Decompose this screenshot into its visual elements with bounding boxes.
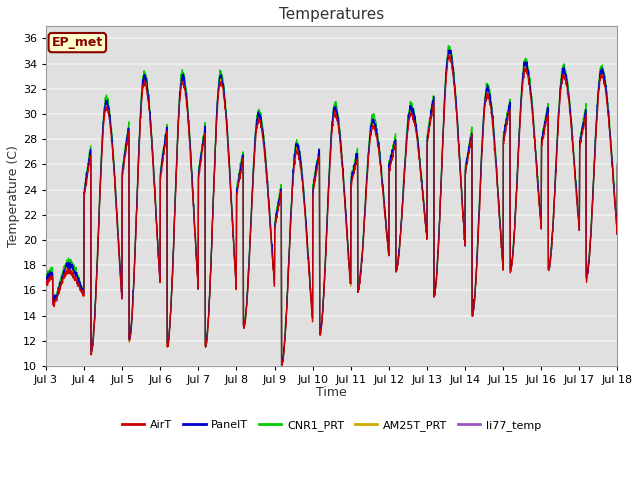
AirT	[361, 213, 369, 218]
AirT	[564, 91, 572, 96]
PanelT	[564, 80, 572, 86]
li77_temp	[579, 122, 587, 128]
AirT	[278, 363, 285, 369]
Y-axis label: Temperature (C): Temperature (C)	[7, 145, 20, 247]
AM25T_PRT	[499, 256, 506, 262]
PanelT	[614, 160, 621, 166]
AirT	[42, 282, 50, 288]
AM25T_PRT	[202, 345, 209, 350]
AM25T_PRT	[579, 122, 587, 128]
Legend: AirT, PanelT, CNR1_PRT, AM25T_PRT, li77_temp: AirT, PanelT, CNR1_PRT, AM25T_PRT, li77_…	[118, 416, 546, 436]
PanelT	[446, 47, 454, 53]
PanelT	[349, 173, 356, 179]
CNR1_PRT	[579, 115, 587, 121]
PanelT	[579, 120, 587, 126]
AM25T_PRT	[614, 159, 621, 165]
CNR1_PRT	[499, 252, 506, 258]
AM25T_PRT	[564, 84, 572, 89]
Line: AirT: AirT	[46, 55, 618, 366]
li77_temp	[202, 341, 209, 347]
li77_temp	[564, 83, 572, 89]
PanelT	[361, 205, 369, 211]
PanelT	[202, 340, 209, 346]
AM25T_PRT	[42, 276, 50, 281]
AirT	[579, 125, 587, 131]
Text: EP_met: EP_met	[52, 36, 103, 49]
CNR1_PRT	[202, 343, 209, 348]
AM25T_PRT	[349, 174, 356, 180]
AM25T_PRT	[361, 207, 369, 213]
li77_temp	[361, 208, 369, 214]
X-axis label: Time: Time	[316, 386, 347, 399]
AM25T_PRT	[278, 362, 285, 368]
PanelT	[499, 254, 506, 260]
li77_temp	[42, 277, 50, 283]
li77_temp	[349, 174, 356, 180]
li77_temp	[614, 162, 621, 168]
CNR1_PRT	[614, 160, 621, 166]
Line: PanelT: PanelT	[46, 50, 618, 365]
CNR1_PRT	[361, 205, 369, 211]
AirT	[202, 344, 209, 349]
AM25T_PRT	[446, 48, 454, 53]
CNR1_PRT	[564, 79, 572, 84]
CNR1_PRT	[445, 43, 452, 48]
Line: AM25T_PRT: AM25T_PRT	[46, 50, 618, 365]
Title: Temperatures: Temperatures	[279, 7, 385, 22]
PanelT	[278, 362, 285, 368]
Line: li77_temp: li77_temp	[46, 51, 618, 364]
li77_temp	[445, 48, 452, 54]
Line: CNR1_PRT: CNR1_PRT	[46, 46, 618, 365]
AirT	[614, 164, 621, 169]
li77_temp	[278, 361, 285, 367]
CNR1_PRT	[278, 362, 285, 368]
CNR1_PRT	[42, 275, 50, 280]
PanelT	[42, 278, 50, 284]
CNR1_PRT	[349, 169, 356, 175]
li77_temp	[499, 254, 506, 260]
AirT	[349, 176, 356, 182]
AirT	[499, 258, 506, 264]
AirT	[445, 52, 452, 58]
